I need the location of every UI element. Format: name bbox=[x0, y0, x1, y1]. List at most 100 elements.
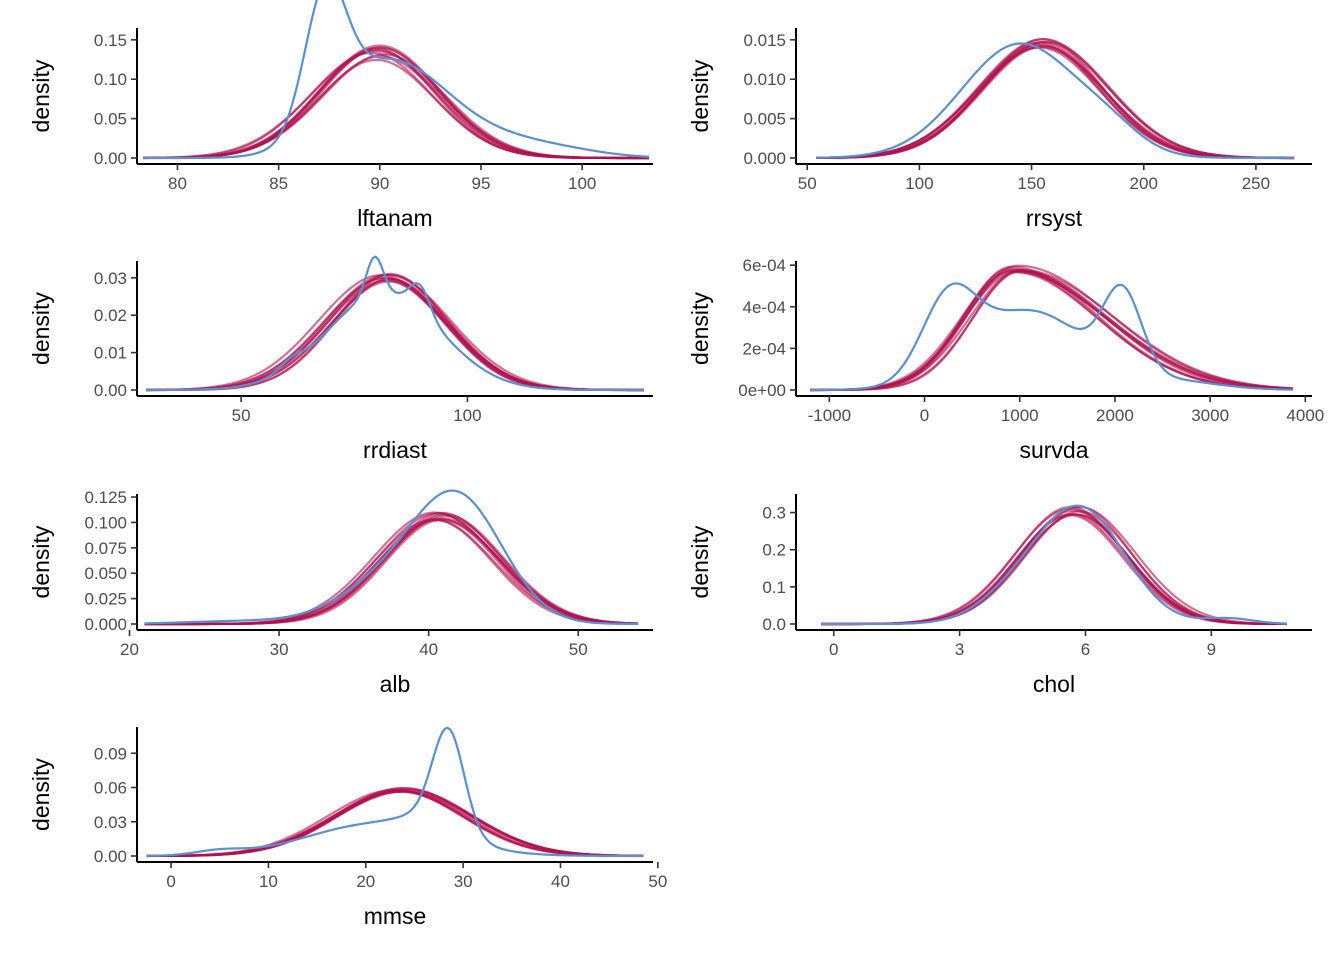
imputed-density-line bbox=[810, 265, 1293, 392]
y-tick-label: 0.000 bbox=[84, 615, 127, 634]
y-tick-label: 0.100 bbox=[84, 513, 127, 532]
observed-density-line bbox=[146, 726, 644, 858]
x-tick-label: 40 bbox=[419, 640, 438, 659]
imputed-density-line bbox=[146, 277, 644, 392]
y-axis-title: density bbox=[28, 525, 54, 598]
imputed-density-line bbox=[146, 787, 644, 858]
y-tick-label: 0.00 bbox=[94, 381, 127, 400]
y-tick-label: 0.3 bbox=[762, 504, 786, 523]
imputed-density-line bbox=[816, 45, 1295, 160]
imputed-density-line bbox=[146, 789, 644, 858]
x-axis-title: chol bbox=[1033, 671, 1075, 697]
imputed-density-line bbox=[144, 511, 639, 626]
y-tick-label: 0.03 bbox=[94, 813, 127, 832]
panel-survda: -1000 0 1000 2000 3000 4000 0e+00 2e-04 4e-04 6e-… bbox=[687, 256, 1324, 463]
x-tick-label: 0 bbox=[920, 406, 929, 425]
x-tick-label: 20 bbox=[356, 872, 375, 891]
imputed-density-line bbox=[144, 518, 639, 626]
x-tick-label: 0 bbox=[829, 640, 838, 659]
x-tick-label: 1000 bbox=[1001, 406, 1039, 425]
x-tick-label: 85 bbox=[269, 174, 288, 193]
y-tick-label: 0e+00 bbox=[738, 381, 786, 400]
y-tick-label: 0.050 bbox=[84, 564, 127, 583]
panel-mmse: 0 10 20 30 40 50 0.00 0.03 0.06 0.09 mmse density bbox=[28, 726, 667, 929]
panel-chol: 0 3 6 9 0.0 0.1 0.2 0.3 chol density bbox=[687, 494, 1312, 697]
imputed-density-line bbox=[810, 271, 1294, 392]
x-axis-title: mmse bbox=[364, 903, 427, 929]
observed-density-line bbox=[146, 255, 644, 392]
imputed-density-line bbox=[810, 267, 1293, 392]
observed-density-line bbox=[816, 42, 1295, 160]
y-tick-label: 0.0 bbox=[762, 615, 786, 634]
x-tick-label: 0 bbox=[166, 872, 175, 891]
y-tick-label: 0.025 bbox=[84, 590, 127, 609]
x-tick-label: -1000 bbox=[808, 406, 851, 425]
x-tick-label: 50 bbox=[648, 872, 667, 891]
imputed-density-line bbox=[146, 788, 644, 858]
imputed-density-line bbox=[816, 44, 1295, 160]
imputed-density-line bbox=[146, 788, 644, 858]
y-tick-label: 0.10 bbox=[94, 70, 127, 89]
imputed-density-line bbox=[143, 53, 649, 160]
x-axis-title: rrdiast bbox=[363, 437, 428, 463]
imputed-density-line bbox=[821, 513, 1287, 626]
y-axis-title: density bbox=[687, 59, 713, 132]
y-tick-label: 0.1 bbox=[762, 578, 786, 597]
x-tick-label: 100 bbox=[568, 174, 596, 193]
observed-density-line bbox=[143, 0, 650, 160]
imputed-density-line bbox=[146, 790, 644, 858]
x-axis-title: alb bbox=[380, 671, 411, 697]
x-tick-label: 2000 bbox=[1096, 406, 1134, 425]
imputed-density-line bbox=[144, 513, 639, 626]
y-axis-title: density bbox=[687, 525, 713, 598]
imputed-density-line bbox=[816, 45, 1295, 160]
imputed-density-line bbox=[816, 38, 1295, 160]
y-axis-title: density bbox=[687, 292, 713, 365]
y-axis-title: density bbox=[28, 292, 54, 365]
imputed-density-line bbox=[146, 788, 644, 858]
x-tick-label: 200 bbox=[1130, 174, 1158, 193]
imputed-density-line bbox=[810, 270, 1294, 392]
y-tick-label: 2e-04 bbox=[743, 339, 786, 358]
x-tick-label: 40 bbox=[551, 872, 570, 891]
imputed-density-line bbox=[810, 269, 1293, 392]
x-tick-label: 3000 bbox=[1191, 406, 1229, 425]
x-tick-label: 150 bbox=[1017, 174, 1045, 193]
x-tick-label: 30 bbox=[270, 640, 289, 659]
observed-density-line bbox=[144, 489, 639, 626]
x-axis-title: lftanam bbox=[357, 205, 432, 231]
panel-rrsyst: 50 100 150 200 250 0.000 0.005 0.010 0.015 rrsyst… bbox=[687, 28, 1312, 231]
y-tick-label: 0.01 bbox=[94, 344, 127, 363]
panel-rrdiast: 50 100 0.00 0.01 0.02 0.03 rrdiast density bbox=[28, 255, 653, 463]
x-tick-label: 50 bbox=[798, 174, 817, 193]
imputed-density-line bbox=[146, 790, 644, 858]
imputed-density-line bbox=[143, 58, 649, 160]
imputed-density-line bbox=[810, 270, 1293, 392]
imputed-density-line bbox=[144, 519, 639, 626]
y-tick-label: 0.000 bbox=[743, 149, 786, 168]
x-tick-label: 50 bbox=[232, 406, 251, 425]
imputed-density-line bbox=[144, 512, 639, 626]
imputed-density-line bbox=[810, 268, 1294, 392]
y-tick-label: 0.03 bbox=[94, 269, 127, 288]
imputed-density-line bbox=[816, 46, 1295, 160]
imputed-density-line bbox=[816, 38, 1295, 160]
y-tick-label: 0.125 bbox=[84, 488, 127, 507]
x-tick-label: 3 bbox=[955, 640, 964, 659]
x-tick-label: 4000 bbox=[1286, 406, 1324, 425]
x-axis-title: survda bbox=[1019, 437, 1088, 463]
x-tick-label: 250 bbox=[1242, 174, 1270, 193]
y-tick-label: 0.2 bbox=[762, 541, 786, 560]
imputed-density-line bbox=[146, 276, 644, 392]
imputed-density-line bbox=[821, 512, 1287, 626]
observed-density-line bbox=[810, 282, 1293, 392]
imputed-density-line bbox=[821, 510, 1287, 626]
y-axis-title: density bbox=[28, 59, 54, 132]
imputed-density-line bbox=[816, 41, 1295, 160]
panel-alb: 20 30 40 50 0.000 0.025 0.050 0.075 0.100 0.125 al… bbox=[28, 488, 653, 697]
y-tick-label: 0.06 bbox=[94, 779, 127, 798]
imputed-density-line bbox=[144, 517, 639, 626]
imputed-density-line bbox=[146, 790, 644, 858]
y-tick-label: 0.015 bbox=[743, 31, 786, 50]
y-tick-label: 0.00 bbox=[94, 847, 127, 866]
